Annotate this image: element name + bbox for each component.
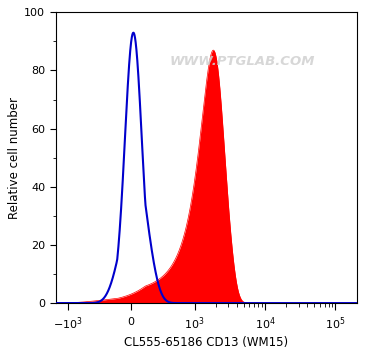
X-axis label: CL555-65186 CD13 (WM15): CL555-65186 CD13 (WM15): [124, 336, 288, 349]
Y-axis label: Relative cell number: Relative cell number: [8, 97, 21, 219]
Text: WWW.PTGLAB.COM: WWW.PTGLAB.COM: [170, 55, 315, 68]
